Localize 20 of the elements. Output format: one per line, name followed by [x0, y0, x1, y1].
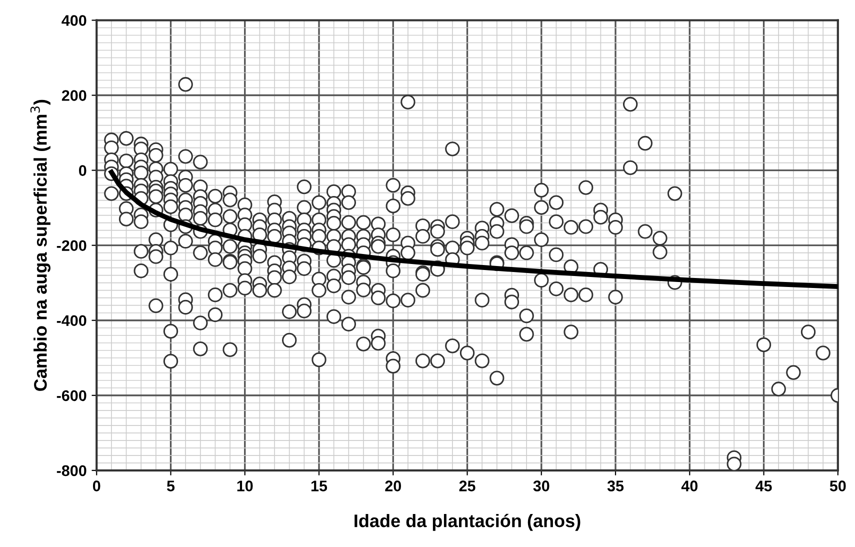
- x-tick-label: 25: [459, 480, 476, 492]
- x-axis-title: Idade da plantación (anos): [354, 514, 580, 531]
- x-tick-label: 40: [681, 480, 698, 492]
- x-tick-label: 20: [385, 480, 401, 492]
- y-tick-label: -400: [56, 315, 86, 326]
- y-tick-label: -600: [56, 390, 86, 402]
- x-tick-label: 50: [830, 480, 846, 492]
- y-axis-title: Cambio na auga superficial (mm$^{3}$): [30, 100, 50, 391]
- y-tick-label: 0: [79, 165, 86, 176]
- y-tick-label: -800: [56, 465, 86, 476]
- x-tick-label: 15: [311, 480, 328, 492]
- y-tick-label: -200: [56, 240, 86, 252]
- y-tick-label: 200: [62, 90, 86, 101]
- x-tick-label: 0: [92, 480, 100, 492]
- x-tick-label: 45: [756, 480, 772, 492]
- x-tick-label: 35: [607, 480, 624, 492]
- x-tick-label: 30: [533, 480, 550, 492]
- y-tick-label: 400: [62, 15, 86, 26]
- x-tick-label: 5: [166, 480, 175, 492]
- x-tick-label: 10: [237, 480, 253, 492]
